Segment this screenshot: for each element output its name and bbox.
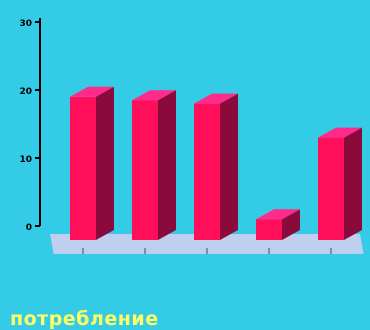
bar-top [194,93,238,104]
bar-side [282,209,300,240]
bar [318,137,344,240]
bar [132,100,158,240]
bar [256,219,282,240]
bar-side [158,90,176,240]
y-tick-label: 10 [19,155,32,165]
bar [70,96,96,240]
chart-caption: потребление [10,308,159,330]
chart-floor [50,234,364,254]
bar-side [220,93,238,240]
bar-top [256,209,300,220]
bar-side [344,127,362,240]
y-tick-label: 0 [26,223,32,233]
y-tick-label: 20 [19,87,32,97]
bar-side [96,86,114,240]
y-tick-label: 30 [19,19,32,29]
bar-top [70,86,114,97]
bar [194,103,220,240]
bar-top [132,90,176,101]
bar-top [318,127,362,138]
